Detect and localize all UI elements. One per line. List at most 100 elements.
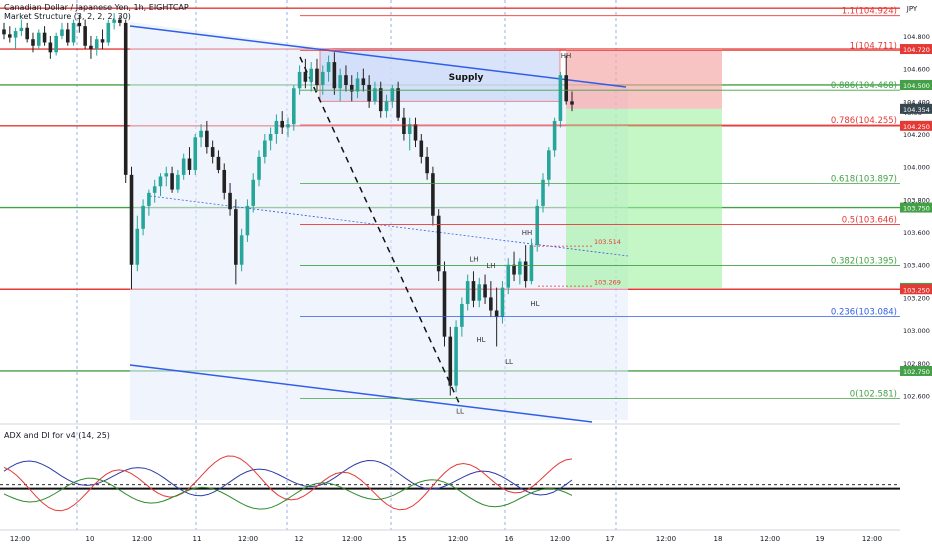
impulse-leg <box>299 56 461 406</box>
candle-body <box>326 62 331 72</box>
candle-body <box>303 71 308 82</box>
price-label: 104.720 <box>903 46 930 54</box>
structure-annotations: Supply HH HH LH LH HL HL LL LL 103.514 103.269 <box>449 52 621 415</box>
price-tick: 102.800 <box>903 360 930 368</box>
price-label-bg <box>900 120 932 131</box>
supply-zone <box>319 48 561 102</box>
candle-body <box>460 303 464 327</box>
candle-body <box>36 32 41 46</box>
price-tick: 104.200 <box>903 131 930 139</box>
price-label: 103.250 <box>903 286 930 294</box>
candle-body <box>564 75 569 102</box>
candle-body <box>309 68 313 82</box>
time-tick: 12 <box>295 535 304 543</box>
time-tick: 12:00 <box>448 535 468 543</box>
candle-body <box>263 140 267 157</box>
candle-body <box>454 326 458 386</box>
candle-body <box>210 147 215 157</box>
candle-body <box>373 88 377 102</box>
annotation: HL <box>530 300 539 308</box>
price-tick: 103.400 <box>903 262 930 270</box>
candle-body <box>187 158 192 170</box>
indicator-title[interactable]: Market Structure (3, 2, 2, 2, 30) <box>4 12 131 21</box>
candle-body <box>378 88 383 112</box>
candle-body <box>141 205 145 229</box>
price-label-bg <box>900 79 932 90</box>
time-tick: 12:00 <box>760 535 780 543</box>
candle-body <box>431 173 435 216</box>
price-tick: 103.200 <box>903 294 930 302</box>
candle-body <box>193 137 198 170</box>
time-tick: 12:00 <box>342 535 362 543</box>
candle-body <box>164 173 169 177</box>
price-tick: 103.600 <box>903 229 930 237</box>
adx-title[interactable]: ADX and DI for v4 (14, 25) <box>4 431 110 440</box>
candle-body <box>222 169 227 193</box>
candle-body <box>338 75 342 89</box>
candle-body <box>320 71 325 85</box>
candle-body <box>89 45 93 50</box>
annotation: HH <box>561 52 572 60</box>
annotation: LL <box>456 407 464 415</box>
price-axis[interactable]: JPY 104.800 104.600 104.400 104.200 104.000 10… <box>900 0 932 550</box>
time-tick: 17 <box>606 535 615 543</box>
candle-body <box>442 271 447 337</box>
candle-body <box>112 19 116 23</box>
candles <box>2 13 574 396</box>
price-tick: 104.800 <box>903 33 930 41</box>
candle-body <box>512 264 516 275</box>
time-tick: 18 <box>714 535 723 543</box>
candle-body <box>176 174 180 190</box>
candle-body <box>518 261 522 275</box>
candle-body <box>489 297 493 311</box>
candle-body <box>500 287 505 318</box>
symbol-title[interactable]: Canadian Dollar / Japanese Yen, 1h, EIGH… <box>4 3 189 12</box>
candle-body <box>465 281 470 304</box>
candle-body <box>54 35 58 53</box>
time-tick: 12:00 <box>550 535 570 543</box>
candle-body <box>7 34 12 38</box>
candle-body <box>477 284 482 301</box>
price-tick: 104.600 <box>903 66 930 74</box>
fib-label: 1.1(104.924) <box>842 7 897 17</box>
time-tick: 16 <box>505 535 514 543</box>
candle-body <box>315 68 319 85</box>
annotation: LL <box>505 358 513 366</box>
axis-background <box>900 0 932 550</box>
fib-label: 0.786(104.255) <box>831 116 897 126</box>
candle-body <box>419 140 424 157</box>
candle-body <box>170 173 174 190</box>
di-plus-line <box>3 477 573 510</box>
time-tick: 19 <box>816 535 825 543</box>
time-tick: 15 <box>398 535 407 543</box>
candle-body <box>280 120 285 128</box>
price-label-bg <box>900 103 932 114</box>
candle-body <box>541 179 545 206</box>
candle-body <box>529 245 534 282</box>
time-axis[interactable]: 12:00 10 12:00 11 12:00 12 12:00 15 12:00 16 12:00… <box>0 529 900 543</box>
candle-body <box>390 88 395 102</box>
candle-body <box>245 205 250 236</box>
candle-body <box>251 179 256 206</box>
candle-body <box>396 88 400 118</box>
candle-body <box>216 156 221 170</box>
candle-body <box>413 124 418 141</box>
candle-body <box>118 19 122 23</box>
fib-label: 0.236(103.084) <box>831 307 897 317</box>
candle-body <box>506 264 511 288</box>
candle-body <box>286 124 290 128</box>
target-zone <box>566 108 722 288</box>
price-label: 102.750 <box>903 368 930 376</box>
candle-body <box>106 22 111 43</box>
annotation: Supply <box>449 73 484 83</box>
annotation: HL <box>476 336 485 344</box>
annotation: 103.514 <box>594 238 621 246</box>
candle-body <box>297 71 302 89</box>
candle-body <box>361 78 366 85</box>
annotation: LH <box>469 255 478 263</box>
time-tick: 12:00 <box>862 535 882 543</box>
candle-body <box>123 22 128 175</box>
price-tick: 102.600 <box>903 392 930 400</box>
candle-body <box>344 75 348 85</box>
